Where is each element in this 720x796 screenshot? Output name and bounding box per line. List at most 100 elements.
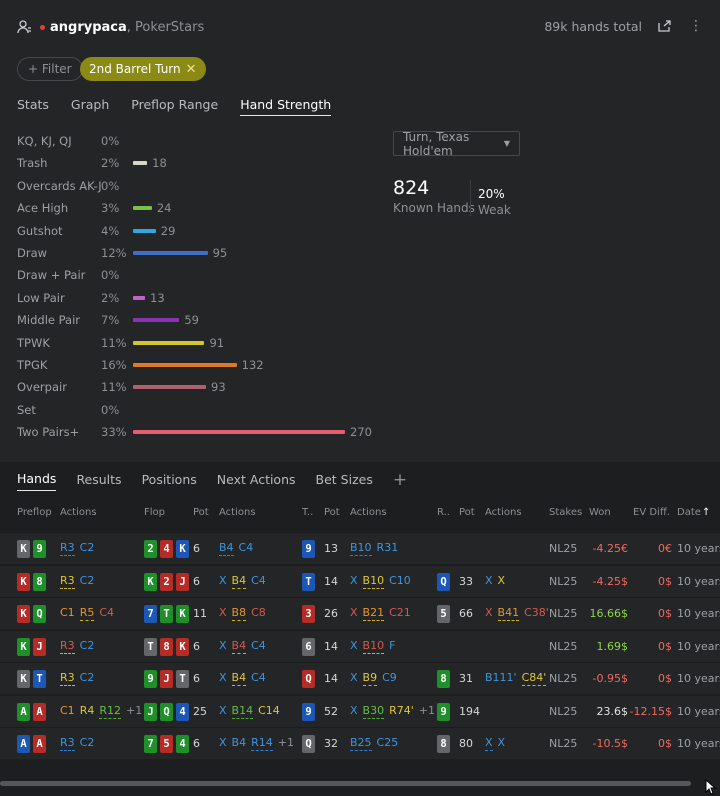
column-header-actions[interactable]: Actions <box>350 507 387 518</box>
action-tag[interactable]: R3 <box>60 638 75 654</box>
column-header-actions[interactable]: Actions <box>60 507 97 518</box>
action-tag[interactable]: B14 <box>231 703 254 719</box>
table-row[interactable]: A A C1 R4 R12 +1 J Q 4 25 X B14 C14 9 52 X B30 R74' +1 9 194… <box>0 694 720 727</box>
action-tag[interactable]: B30 <box>362 703 385 719</box>
table-row[interactable]: K Q C1 R5 C4 7 T K 11 X B8 C8 3 26 X B21 C21 5 66 X B41 C38' N… <box>0 597 720 629</box>
hand-strength-row[interactable]: TPGK 16% 132 <box>17 354 397 376</box>
action-tag[interactable]: X <box>497 736 506 749</box>
column-header-pot[interactable]: Pot <box>459 507 475 518</box>
tab-hand-strength[interactable]: Hand Strength <box>240 97 332 116</box>
action-tag[interactable]: X <box>219 671 227 684</box>
game-select[interactable]: Turn, Texas Hold'em ▼ <box>393 130 520 158</box>
action-tag[interactable]: C2 <box>79 671 95 684</box>
action-tag[interactable]: C25 <box>376 736 399 749</box>
more-options-icon[interactable]: ⋮ <box>689 18 703 34</box>
hand-strength-row[interactable]: Two Pairs+ 33% 270 <box>17 421 397 443</box>
hand-strength-row[interactable]: KQ, KJ, QJ 0% <box>17 130 397 152</box>
action-tag[interactable]: B4 <box>219 541 234 556</box>
action-tag[interactable]: X <box>219 703 227 717</box>
open-external-icon[interactable] <box>658 20 671 32</box>
action-tag[interactable]: X <box>485 573 493 587</box>
action-tag[interactable]: B8 <box>231 606 247 621</box>
hand-strength-row[interactable]: Set 0% <box>17 399 397 421</box>
action-tag[interactable]: R4 <box>79 703 95 717</box>
table-row[interactable]: K J R3 C2 T 8 K 6 X B4 C4 6 14 X B10 F NL25 1.69$ 0$ 10 yea… <box>0 629 720 662</box>
action-tag[interactable]: X <box>219 736 227 749</box>
close-icon[interactable]: ✕ <box>185 61 197 77</box>
action-tag[interactable]: B21 <box>362 606 385 621</box>
action-tag[interactable]: B25 <box>350 736 372 751</box>
action-tag[interactable]: B111' <box>485 671 517 684</box>
column-header-actions[interactable]: Actions <box>485 507 522 518</box>
action-tag[interactable]: C4 <box>238 541 254 554</box>
filter-chip[interactable]: 2nd Barrel Turn ✕ <box>80 57 206 81</box>
hand-strength-row[interactable]: Overcards AK-J 0% <box>17 175 397 197</box>
action-tag[interactable]: C4 <box>251 671 266 684</box>
hand-strength-row[interactable]: Middle Pair 7% 59 <box>17 309 397 331</box>
column-header-flop[interactable]: Flop <box>144 507 165 518</box>
action-tag[interactable]: C14 <box>258 703 280 717</box>
action-tag[interactable]: R3 <box>60 736 75 751</box>
action-tag[interactable]: X <box>497 573 506 587</box>
action-tag[interactable]: X <box>219 573 227 587</box>
table-row[interactable]: K 8 R3 C2 K 2 J 6 X B4 C4 T 14 X B10 C10 Q 33 X X NL25 -4.25$… <box>0 564 720 597</box>
tab-graph[interactable]: Graph <box>70 97 110 112</box>
table-row[interactable]: A A R3 C2 7 5 4 6 X B4 R14 +1 Q 32 B25 C25 8 80 X X NL25 -10.… <box>0 727 720 759</box>
tab-hands[interactable]: Hands <box>17 471 57 491</box>
hand-strength-row[interactable]: Low Pair 2% 13 <box>17 287 397 309</box>
action-tag[interactable]: B41 <box>497 606 520 621</box>
action-tag[interactable]: +1 <box>277 736 294 749</box>
action-tag[interactable]: +1 <box>418 703 435 717</box>
action-tag[interactable]: R31 <box>376 541 399 554</box>
action-tag[interactable]: C10 <box>389 573 411 587</box>
scrollbar-thumb[interactable] <box>0 781 691 786</box>
action-tag[interactable]: C21 <box>389 606 411 619</box>
action-tag[interactable]: X <box>350 638 358 652</box>
action-tag[interactable]: X <box>485 736 493 751</box>
table-row[interactable]: K 9 R3 C2 2 4 K 6 B4 C4 9 13 B10 R31 NL25 -4.25€ 0€ 10 ye… <box>0 532 720 564</box>
action-tag[interactable]: C2 <box>79 736 95 749</box>
action-tag[interactable]: B10 <box>350 541 372 556</box>
hand-strength-row[interactable]: Overpair 11% 93 <box>17 376 397 398</box>
action-tag[interactable]: +1 <box>125 703 143 717</box>
action-tag[interactable]: X <box>219 638 227 652</box>
hand-strength-row[interactable]: Trash 2% 18 <box>17 152 397 174</box>
action-tag[interactable]: X <box>485 606 493 619</box>
action-tag[interactable]: C1 <box>60 703 75 717</box>
horizontal-scrollbar[interactable] <box>0 778 720 788</box>
action-tag[interactable]: R14 <box>251 736 273 751</box>
action-tag[interactable]: C2 <box>79 541 95 554</box>
action-tag[interactable]: C2 <box>79 573 95 587</box>
action-tag[interactable]: C1 <box>60 606 75 619</box>
column-header-won[interactable]: Won <box>589 507 611 518</box>
tab-bet-sizes[interactable]: Bet Sizes <box>315 471 373 487</box>
action-tag[interactable]: B4 <box>231 573 247 589</box>
add-tab-icon[interactable]: + <box>392 470 408 490</box>
action-tag[interactable]: B9 <box>362 671 378 686</box>
column-header-actions[interactable]: Actions <box>219 507 256 518</box>
action-tag[interactable]: X <box>350 671 358 684</box>
action-tag[interactable]: C8 <box>251 606 266 619</box>
action-tag[interactable]: C4 <box>99 606 115 619</box>
sort-arrow-icon[interactable]: ↑ <box>702 507 711 518</box>
column-header-ev-diff[interactable]: EV Diff. <box>633 507 670 518</box>
action-tag[interactable]: B4 <box>231 736 247 749</box>
action-tag[interactable]: R74' <box>389 703 414 717</box>
tab-results[interactable]: Results <box>76 471 122 487</box>
action-tag[interactable]: B4 <box>231 638 247 654</box>
action-tag[interactable]: C4 <box>251 638 266 652</box>
hand-strength-row[interactable]: Ace High 3% 24 <box>17 197 397 219</box>
action-tag[interactable]: F <box>389 638 396 652</box>
action-tag[interactable]: X <box>219 606 227 619</box>
action-tag[interactable]: R5 <box>79 606 95 621</box>
column-header-pot[interactable]: Pot <box>324 507 340 518</box>
column-header-r[interactable]: R.. <box>437 507 450 518</box>
column-header-preflop[interactable]: Preflop <box>17 507 52 518</box>
add-filter-button[interactable]: + Filter <box>17 57 83 81</box>
hand-strength-row[interactable]: TPWK 11% 91 <box>17 332 397 354</box>
hand-strength-row[interactable]: Draw + Pair 0% <box>17 264 397 286</box>
tab-positions[interactable]: Positions <box>141 471 197 487</box>
action-tag[interactable]: R3 <box>60 573 75 589</box>
action-tag[interactable]: X <box>350 573 358 587</box>
action-tag[interactable]: C84' <box>521 671 547 686</box>
